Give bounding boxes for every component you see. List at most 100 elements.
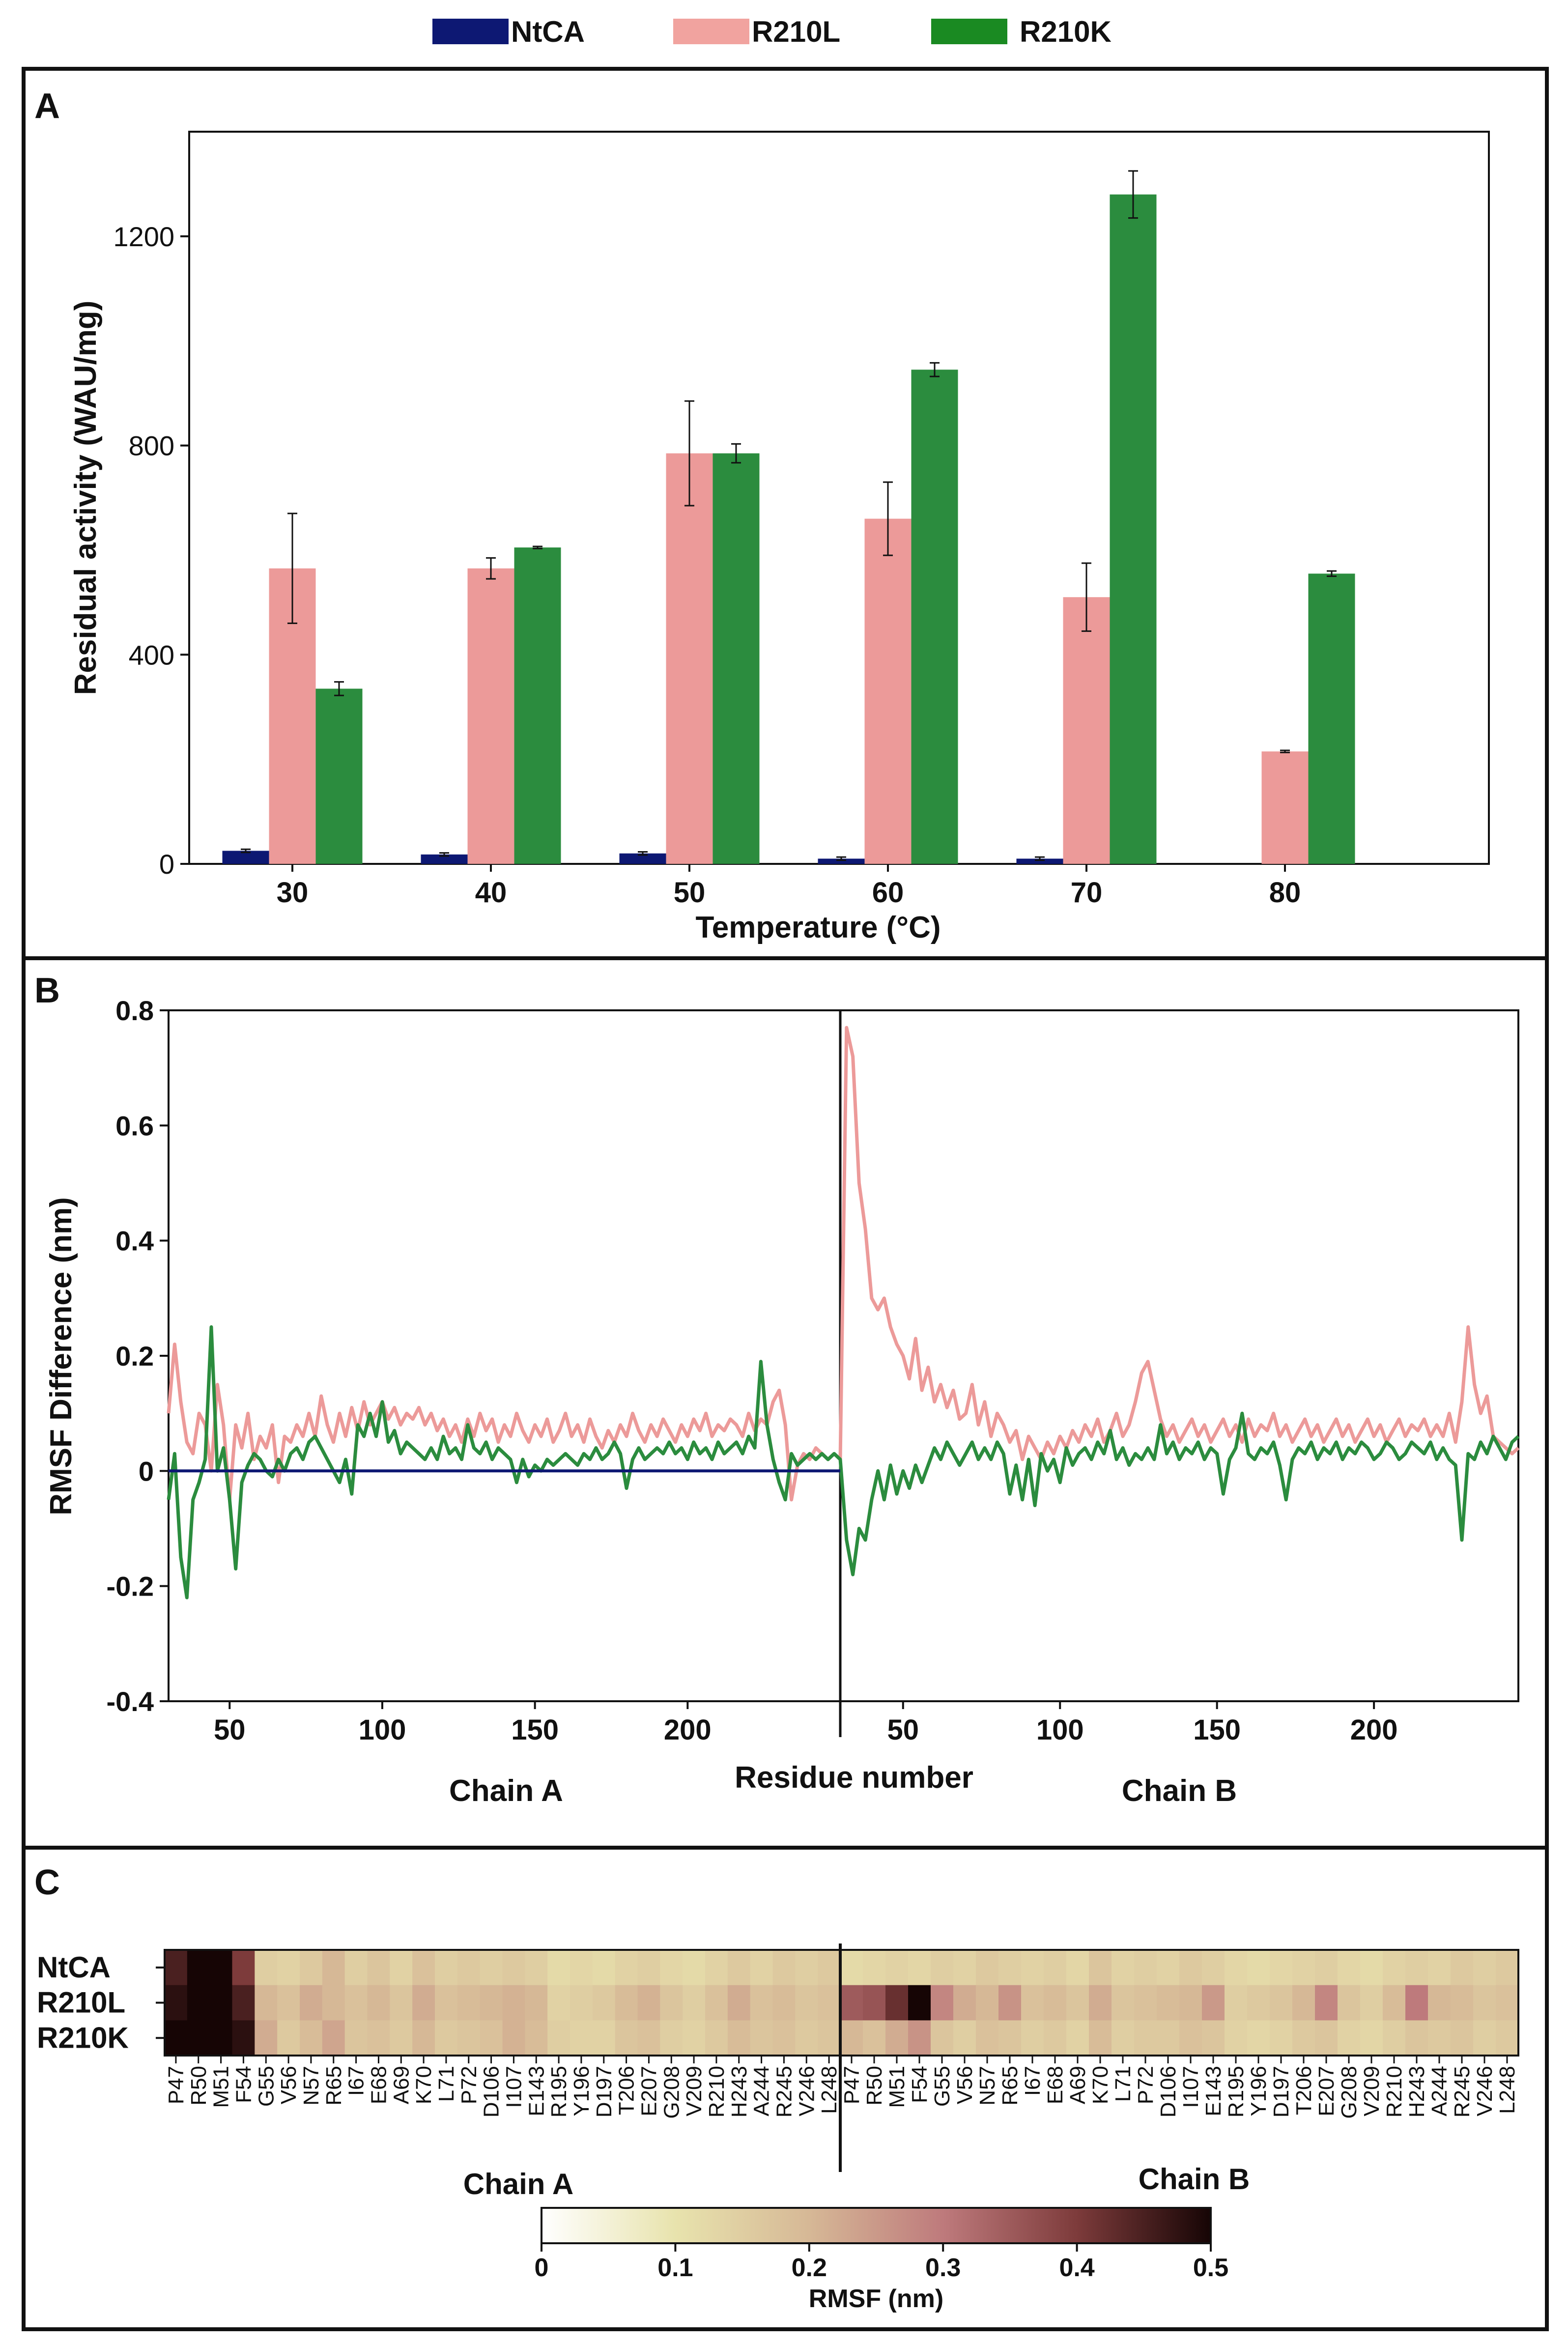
heatmap-col-label: A244 bbox=[1427, 2066, 1452, 2116]
heatmap-col-label: G55 bbox=[930, 2066, 954, 2107]
line-x-tick-label: 150 bbox=[1193, 1714, 1241, 1746]
heatmap-cell bbox=[570, 1985, 593, 2021]
heatmap-cell bbox=[390, 1950, 413, 1986]
heatmap-cell bbox=[683, 1950, 706, 1986]
heatmap-col-label: G208 bbox=[659, 2066, 684, 2119]
heatmap-cell bbox=[344, 2020, 368, 2056]
colorbar-label: RMSF (nm) bbox=[809, 2285, 943, 2313]
line-x-tick-label: 200 bbox=[1350, 1714, 1398, 1746]
heatmap-cell bbox=[187, 1950, 210, 1986]
heatmap-cell bbox=[1383, 1950, 1406, 1986]
heatmap-column-labels: P47R50M51F54G55V56N57R65I67E68A69K70L71P… bbox=[164, 2056, 1519, 2119]
line-series bbox=[167, 1026, 1520, 1600]
line-chart: -0.4 -0.2 0 0.2 0.4 0.6 0.8 50 100 150 200 50 100 15… bbox=[44, 995, 1520, 1808]
heatmap-cell bbox=[1451, 1985, 1474, 2021]
legend-swatch-ntca bbox=[432, 19, 509, 44]
heatmap-cell bbox=[885, 2020, 909, 2056]
heatmap-cell bbox=[818, 1950, 841, 1986]
colorbar-tick-label: 0.1 bbox=[657, 2254, 693, 2282]
heatmap-col-label: E143 bbox=[1201, 2066, 1226, 2116]
heatmap-col-label: E207 bbox=[637, 2066, 661, 2116]
bar-y-tick-label: 400 bbox=[129, 639, 174, 670]
heatmap-cell bbox=[232, 1985, 255, 2021]
heatmap-cell bbox=[1134, 1985, 1157, 2021]
bar-r210l-40 bbox=[467, 568, 514, 864]
bar-chart: 0 400 800 1200 30 40 50 60 70 80 Residual activi… bbox=[69, 131, 1490, 944]
panel-c-frame bbox=[22, 1846, 1549, 2331]
heatmap-cell bbox=[1225, 2020, 1248, 2056]
heatmap-cell bbox=[525, 2020, 548, 2056]
heatmap-cell bbox=[457, 2020, 481, 2056]
heatmap-cell bbox=[1405, 1985, 1428, 2021]
heatmap-cell bbox=[1112, 1950, 1135, 1986]
heatmap-cell bbox=[998, 1950, 1022, 1986]
heatmap-col-label: M51 bbox=[885, 2066, 909, 2108]
heatmap-cell bbox=[1202, 1950, 1225, 1986]
line-y-tick-label: -0.2 bbox=[107, 1571, 154, 1602]
heatmap-cell bbox=[547, 2020, 570, 2056]
heatmap-cell bbox=[1112, 1985, 1135, 2021]
heatmap-col-label: P47 bbox=[164, 2066, 188, 2104]
heatmap-col-label: A69 bbox=[1066, 2066, 1090, 2104]
heatmap-cell bbox=[165, 1985, 188, 2021]
heatmap-cell bbox=[1089, 1985, 1112, 2021]
heatmap-row-label: R210L bbox=[37, 1986, 125, 2019]
heatmap-cells bbox=[165, 1950, 1519, 2056]
heatmap-cell bbox=[615, 1985, 638, 2021]
heatmap-cell bbox=[1247, 1985, 1270, 2021]
heatmap-cell bbox=[412, 1950, 435, 1986]
heatmap-cell bbox=[367, 1950, 390, 1986]
heatmap-cell bbox=[1134, 2020, 1157, 2056]
bar-ntca-40 bbox=[421, 854, 468, 864]
bar-r210k-50 bbox=[713, 453, 760, 864]
heatmap-cell bbox=[1225, 1985, 1248, 2021]
heatmap-cell bbox=[660, 1985, 683, 2021]
heatmap-cell bbox=[592, 1950, 616, 1986]
heatmap-cell bbox=[727, 2020, 751, 2056]
legend-label-r210l: R210L bbox=[752, 15, 840, 48]
bar-r210l-70 bbox=[1063, 597, 1110, 864]
heatmap-cell bbox=[908, 1950, 931, 1986]
panel-a-label: A bbox=[34, 86, 60, 126]
heatmap-cell bbox=[1270, 2020, 1293, 2056]
heatmap-cell bbox=[1044, 2020, 1067, 2056]
heatmap-cell bbox=[1157, 1985, 1180, 2021]
heatmap-col-label: R65 bbox=[322, 2066, 346, 2106]
heatmap-cell bbox=[344, 1985, 368, 2021]
heatmap-col-label: T206 bbox=[615, 2066, 639, 2115]
heatmap-cell bbox=[863, 1950, 886, 1986]
heatmap-cell bbox=[1451, 1950, 1474, 1986]
heatmap-cell bbox=[1179, 2020, 1202, 2056]
heatmap-cell bbox=[322, 2020, 345, 2056]
heatmap-col-label: D106 bbox=[1156, 2066, 1180, 2117]
heatmap-col-label: V209 bbox=[682, 2066, 706, 2116]
heatmap-cell bbox=[390, 1985, 413, 2021]
heatmap-col-label: N57 bbox=[975, 2066, 999, 2106]
heatmap-cell bbox=[457, 1950, 481, 1986]
heatmap-cell bbox=[998, 1985, 1022, 2021]
heatmap-col-label: R195 bbox=[1224, 2066, 1248, 2117]
heatmap-cell bbox=[1338, 1950, 1361, 1986]
heatmap-col-label: I67 bbox=[344, 2066, 369, 2096]
heatmap-cell bbox=[840, 2020, 863, 2056]
heatmap-col-label: V56 bbox=[277, 2066, 301, 2104]
heatmap-col-label: K70 bbox=[1088, 2066, 1112, 2104]
colorbar-tick-label: 0.2 bbox=[792, 2254, 827, 2282]
heatmap-col-label: R245 bbox=[1450, 2066, 1474, 2117]
heatmap-cell bbox=[1044, 1985, 1067, 2021]
heatmap-cell bbox=[885, 1985, 909, 2021]
line-r210l bbox=[167, 1026, 1520, 1502]
heatmap-cell bbox=[1112, 2020, 1135, 2056]
line-x-tick-label: 150 bbox=[511, 1714, 559, 1746]
bar-x-axis-label: Temperature (°C) bbox=[695, 911, 941, 944]
heatmap-cell bbox=[1134, 1950, 1157, 1986]
heatmap-cell bbox=[863, 2020, 886, 2056]
panel-b-label: B bbox=[34, 971, 60, 1010]
heatmap-cell bbox=[1202, 1985, 1225, 2021]
heatmap-cell bbox=[435, 2020, 458, 2056]
heatmap-col-label: P72 bbox=[1134, 2066, 1158, 2104]
heatmap-cell bbox=[953, 1950, 976, 1986]
heatmap-cell bbox=[1428, 2020, 1451, 2056]
